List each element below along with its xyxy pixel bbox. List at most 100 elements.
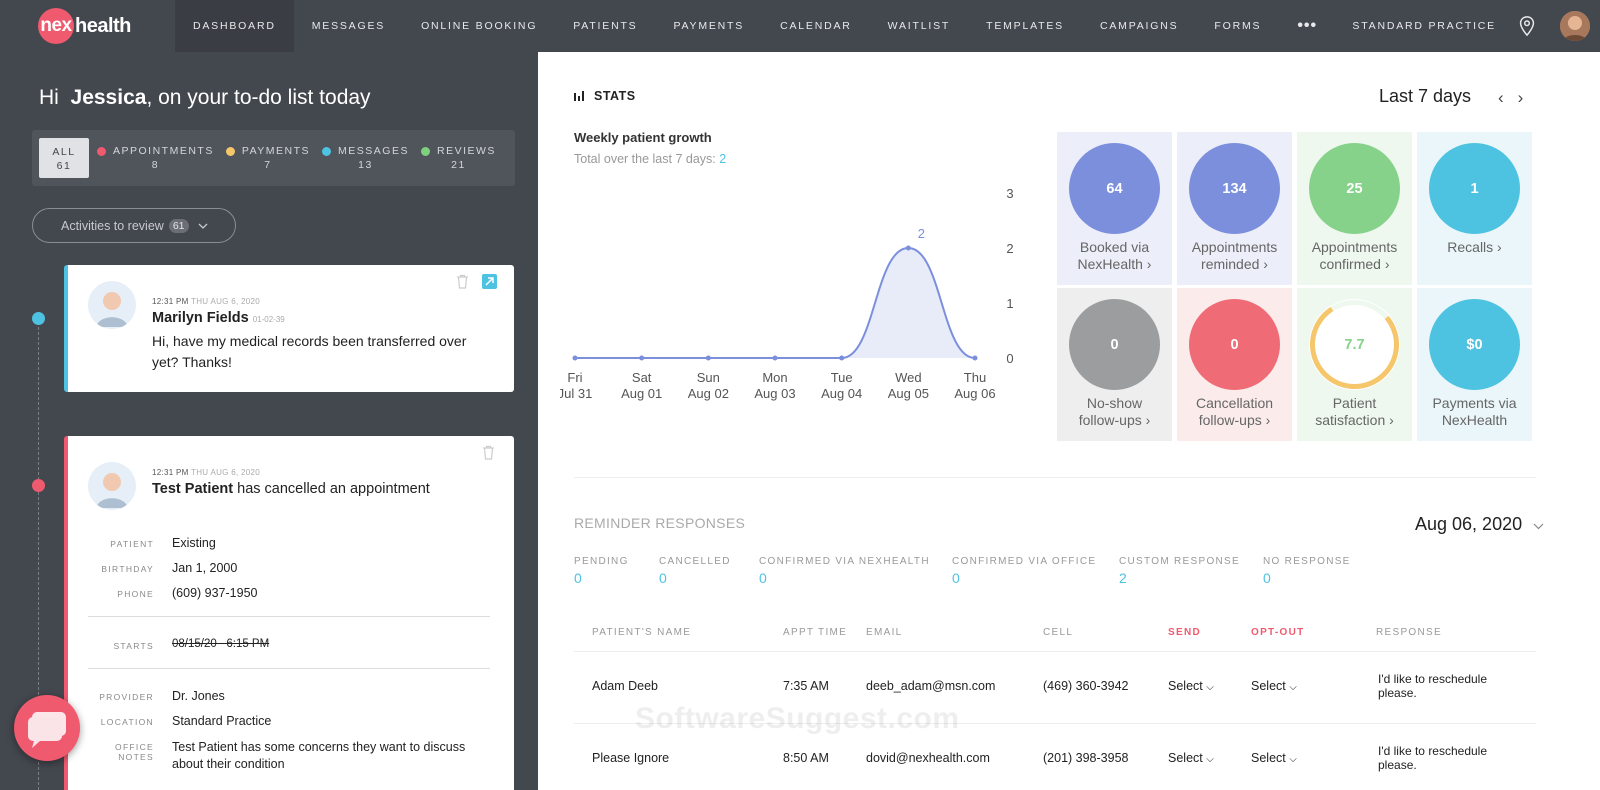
stat-confirmed-office[interactable]: CONFIRMED VIA OFFICE 0: [952, 556, 1096, 586]
filter-count: 7: [264, 159, 272, 171]
cell-email: dovid@nexhealth.com: [866, 751, 990, 765]
stats-panel: STATS Last 7 days ‹› Weekly patient grow…: [538, 52, 1600, 790]
nav-messages[interactable]: MESSAGES: [311, 20, 386, 32]
field-value: (609) 937-1950: [172, 586, 258, 600]
field-value: Test Patient has some concerns they want…: [172, 740, 466, 771]
cell-cell: (469) 360-3942: [1043, 679, 1129, 693]
reminder-date: Aug 06, 2020: [1415, 514, 1523, 534]
timeline-line: [38, 317, 39, 790]
growth-title: Weekly patient growth: [574, 130, 712, 145]
next-range-icon[interactable]: ›: [1517, 88, 1538, 107]
stat-custom-response[interactable]: CUSTOM RESPONSE 2: [1119, 556, 1240, 586]
data-point: [905, 245, 911, 251]
cell-time: 8:50 AM: [783, 751, 829, 765]
x-tick-date: Aug 01: [621, 386, 662, 401]
data-point: [772, 355, 778, 361]
optout-select[interactable]: Select ⌵: [1251, 679, 1297, 693]
stat-label-line: Appointments: [1191, 239, 1278, 255]
patient-name[interactable]: Marilyn Fields 01-02-39: [152, 310, 285, 326]
field-label: OFFICE NOTES: [115, 742, 154, 762]
stat-no-response[interactable]: NO RESPONSE 0: [1263, 556, 1351, 586]
field-value: Dr. Jones: [172, 689, 225, 703]
stat-tile[interactable]: 25 Appointments confirmed ›: [1297, 132, 1412, 285]
stat-tile[interactable]: 0 No-show follow-ups ›: [1057, 288, 1172, 441]
stat-value: 134: [1222, 180, 1247, 197]
activity-card-message[interactable]: 12:31 PM THU AUG 6, 2020 Marilyn Fields 0…: [64, 265, 514, 392]
stat-label-line: No-show: [1086, 395, 1143, 411]
reminder-date-dropdown[interactable]: Aug 06, 2020: [1415, 514, 1544, 535]
nav-templates[interactable]: TEMPLATES: [986, 20, 1064, 32]
stat-value: 64: [1106, 180, 1123, 197]
send-select[interactable]: Select ⌵: [1168, 751, 1214, 765]
stat-pending[interactable]: PENDING 0: [574, 556, 629, 586]
stat-tile[interactable]: $0 Payments via NexHealth: [1417, 288, 1532, 441]
nav-online-booking[interactable]: ONLINE BOOKING: [421, 20, 538, 32]
stat-label-line: Payments via: [1432, 395, 1517, 411]
filter-payments[interactable]: PAYMENTS 7: [225, 144, 311, 172]
x-tick-day: Fri: [567, 370, 582, 385]
growth-total: 2: [719, 152, 727, 166]
stat-circle: 7.7: [1309, 299, 1400, 390]
patient-name[interactable]: Test Patient: [152, 481, 234, 497]
stat-label-line: reminded ›: [1201, 256, 1268, 272]
satisfaction-ring: [1310, 300, 1399, 389]
nav-forms[interactable]: FORMS: [1214, 20, 1262, 32]
col-response: RESPONSE: [1376, 627, 1442, 638]
stat-value: 0: [952, 570, 960, 586]
nav-patients[interactable]: PATIENTS: [573, 20, 638, 32]
optout-select[interactable]: Select ⌵: [1251, 751, 1297, 765]
col-cell: CELL: [1043, 627, 1074, 638]
filter-messages[interactable]: MESSAGES 13: [322, 144, 409, 172]
stat-label-line: Cancellation: [1195, 395, 1274, 411]
date-range-label: Last 7 days: [1379, 86, 1472, 106]
greeting: Hi Jessica, on your to-do list today: [39, 86, 371, 110]
stat-tile[interactable]: 134 Appointments reminded ›: [1177, 132, 1292, 285]
nav-more-icon[interactable]: •••: [1297, 17, 1318, 34]
chat-launcher-button[interactable]: [14, 695, 80, 761]
x-tick-date: Aug 06: [954, 386, 995, 401]
nav-calendar[interactable]: CALENDAR: [780, 20, 852, 32]
nav-payments[interactable]: PAYMENTS: [673, 20, 745, 32]
open-external-icon[interactable]: [482, 274, 497, 289]
trash-icon[interactable]: [482, 445, 495, 460]
nav-campaigns[interactable]: CAMPAIGNS: [1099, 20, 1179, 32]
stat-confirmed-nexhealth[interactable]: CONFIRMED VIA NEXHEALTH 0: [759, 556, 930, 586]
cell-name: Adam Deeb: [592, 679, 659, 693]
stat-label-line: Patient: [1332, 395, 1377, 411]
stat-cancelled[interactable]: CANCELLED 0: [659, 556, 731, 586]
optout-select-label: Select: [1251, 751, 1286, 765]
stat-tile[interactable]: 7.7 Patient satisfaction ›: [1297, 288, 1412, 441]
activity-card-appointment[interactable]: 12:31 PM THU AUG 6, 2020 Test Patient ha…: [64, 436, 514, 790]
x-tick-day: Tue: [831, 370, 853, 385]
activities-to-review-dropdown[interactable]: Activities to review 61: [32, 208, 236, 243]
chevron-down-icon: ⌵: [1206, 682, 1214, 693]
nexhealth-logo[interactable]: nex health: [0, 0, 175, 52]
nav-waitlist[interactable]: WAITLIST: [887, 20, 951, 32]
filter-all[interactable]: ALL 61: [39, 138, 89, 178]
send-select[interactable]: Select ⌵: [1168, 679, 1214, 693]
filter-reviews[interactable]: REVIEWS 21: [420, 144, 496, 172]
field-value: Jan 1, 2000: [172, 561, 238, 575]
nav-dashboard[interactable]: DASHBOARD: [175, 0, 294, 52]
practice-name[interactable]: STANDARD PRACTICE: [1352, 20, 1496, 32]
stat-label-line: Appointments: [1311, 239, 1398, 255]
filter-appointments[interactable]: APPOINTMENTS 8: [97, 144, 214, 172]
col-opt-out: OPT-OUT: [1251, 627, 1305, 638]
x-tick-date: Jul 31: [560, 386, 592, 401]
stat-tile[interactable]: 0 Cancellation follow-ups ›: [1177, 288, 1292, 441]
filter-label: PAYMENTS: [241, 145, 311, 157]
chevron-down-icon: ⌵: [1289, 754, 1297, 765]
review-count-badge: 61: [168, 218, 189, 233]
stat-value: 25: [1346, 180, 1363, 197]
stat-tile[interactable]: 64 Booked via NexHealth ›: [1057, 132, 1172, 285]
trash-icon[interactable]: [456, 274, 469, 289]
stat-circle: 64: [1069, 143, 1160, 234]
stat-value: 1: [1470, 180, 1479, 197]
stat-tile[interactable]: 1 Recalls ›: [1417, 132, 1532, 285]
user-avatar[interactable]: [1560, 11, 1590, 41]
location-pin-icon[interactable]: [1516, 15, 1538, 37]
action-text: has cancelled an appointment: [237, 481, 430, 497]
filter-label: REVIEWS: [436, 145, 496, 157]
prev-range-icon[interactable]: ‹: [1498, 88, 1518, 107]
stat-value: 0: [659, 570, 667, 586]
